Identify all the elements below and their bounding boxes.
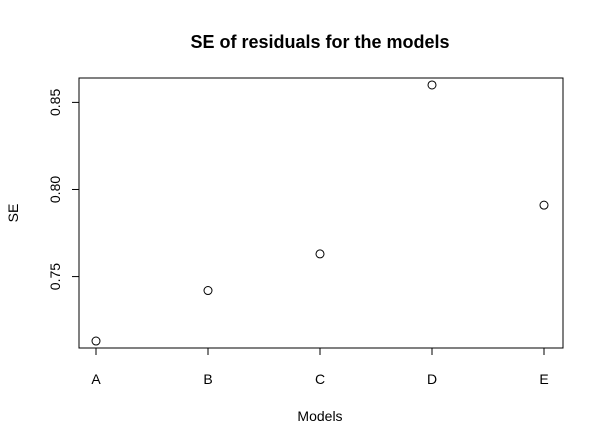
- x-tick-label: B: [203, 371, 212, 387]
- x-axis: A B C D E: [91, 347, 549, 387]
- y-tick-label: 0.75: [47, 263, 63, 290]
- y-tick-label: 0.85: [47, 89, 63, 116]
- plot-frame: [78, 77, 564, 349]
- data-point: [427, 80, 437, 90]
- data-point: [91, 336, 101, 346]
- x-tick-label: D: [427, 371, 437, 387]
- x-axis-label: Models: [297, 408, 342, 424]
- y-axis-label: SE: [5, 204, 21, 223]
- data-point: [539, 200, 549, 210]
- y-tick-label: 0.80: [47, 176, 63, 203]
- chart-title: SE of residuals for the models: [190, 32, 449, 52]
- x-tick-label: A: [91, 371, 101, 387]
- y-axis: 0.75 0.80 0.85: [47, 89, 80, 290]
- x-tick-label: C: [315, 371, 325, 387]
- data-point: [315, 249, 325, 259]
- x-tick-label: E: [539, 371, 548, 387]
- data-point: [203, 286, 213, 296]
- data-points: [91, 80, 549, 346]
